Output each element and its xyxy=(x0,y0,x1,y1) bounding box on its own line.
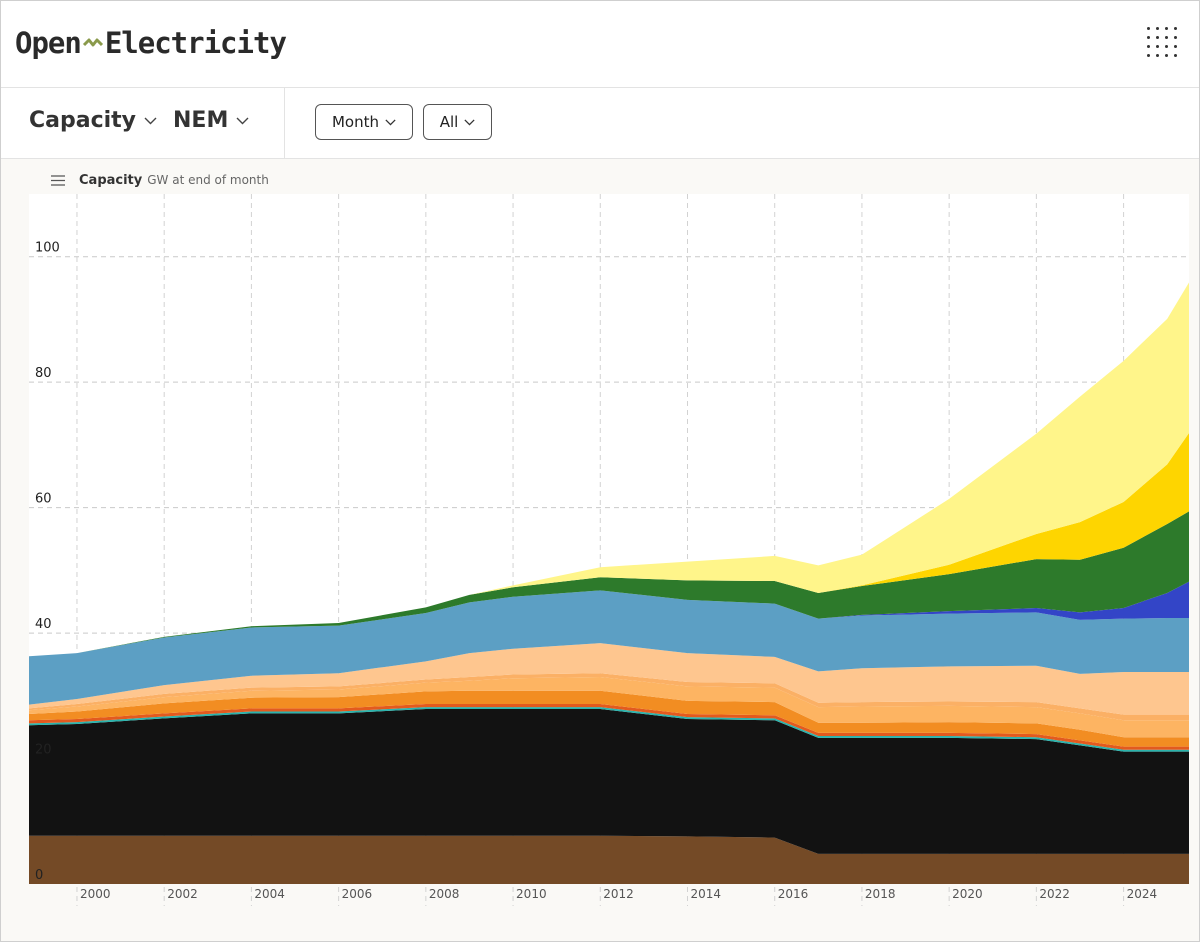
x-tick-label: 2000 xyxy=(80,887,111,901)
area-layer xyxy=(29,282,1189,884)
y-axis: 0 20 40 60 80 100 xyxy=(35,241,60,883)
metric-dropdown-label: Capacity xyxy=(29,108,137,133)
x-tick-label: 2022 xyxy=(1039,887,1070,901)
area-brown-coal xyxy=(29,835,1189,884)
area-gas-ccgt xyxy=(29,690,1189,747)
logo-text-right: Electricity xyxy=(104,26,287,60)
top-header: Open Electricity xyxy=(1,1,1199,88)
metric-dropdown[interactable]: Capacity xyxy=(29,108,157,133)
chevron-down-icon xyxy=(385,119,396,126)
interval-button[interactable]: Month xyxy=(315,104,413,140)
chart-title: Capacity xyxy=(79,172,143,188)
x-tick-label: 2018 xyxy=(865,887,896,901)
range-button-label: All xyxy=(439,113,459,131)
area-black-coal xyxy=(29,708,1189,854)
region-dropdown-label: NEM xyxy=(173,108,229,133)
area-gas-ocgt xyxy=(29,677,1189,738)
area-wind xyxy=(29,511,1189,657)
x-axis: 2000 2002 2004 2006 2008 2010 2012 2014 2016 2018… xyxy=(80,887,1157,901)
area-gas-other xyxy=(29,643,1189,715)
x-tick-label: 2008 xyxy=(429,887,460,901)
x-tick-label: 2012 xyxy=(603,887,634,901)
y-tick-label: 80 xyxy=(35,366,52,381)
x-tick-label: 2006 xyxy=(342,887,373,901)
y-tick-label: 60 xyxy=(35,492,52,507)
hamburger-icon[interactable] xyxy=(51,174,65,186)
x-tick-label: 2020 xyxy=(952,887,983,901)
area-hydro xyxy=(29,590,1189,705)
toolbar-divider xyxy=(284,88,285,158)
chart-subtitle: GW at end of month xyxy=(147,173,269,187)
capacity-chart[interactable]: 0 20 40 60 80 100 2000 2002 2004 2006 2008 2010 201… xyxy=(29,194,1189,906)
x-tick-label: 2004 xyxy=(254,887,285,901)
logo-wave-icon xyxy=(82,38,103,47)
apps-grid-icon[interactable] xyxy=(1147,27,1177,57)
chevron-down-icon xyxy=(236,117,249,124)
x-tick-label: 2016 xyxy=(778,887,809,901)
chart-header: Capacity GW at end of month xyxy=(51,170,269,190)
chevron-down-icon xyxy=(144,117,157,124)
x-tick-label: 2002 xyxy=(167,887,198,901)
logo[interactable]: Open Electricity xyxy=(15,23,287,63)
x-tick-label: 2014 xyxy=(690,887,721,901)
region-dropdown[interactable]: NEM xyxy=(173,108,249,133)
y-tick-label: 100 xyxy=(35,241,60,256)
toolbar: Capacity NEM Month All xyxy=(1,88,1199,159)
y-tick-label: 20 xyxy=(35,743,52,758)
y-tick-label: 40 xyxy=(35,617,52,632)
area-rooftop-solar xyxy=(29,282,1189,657)
logo-text-left: Open xyxy=(15,26,82,60)
interval-button-label: Month xyxy=(331,113,379,131)
y-tick-label: 0 xyxy=(35,868,43,883)
chevron-down-icon xyxy=(464,119,475,126)
x-tick-label: 2010 xyxy=(516,887,547,901)
range-button[interactable]: All xyxy=(423,104,492,140)
x-tick-label: 2024 xyxy=(1127,887,1158,901)
